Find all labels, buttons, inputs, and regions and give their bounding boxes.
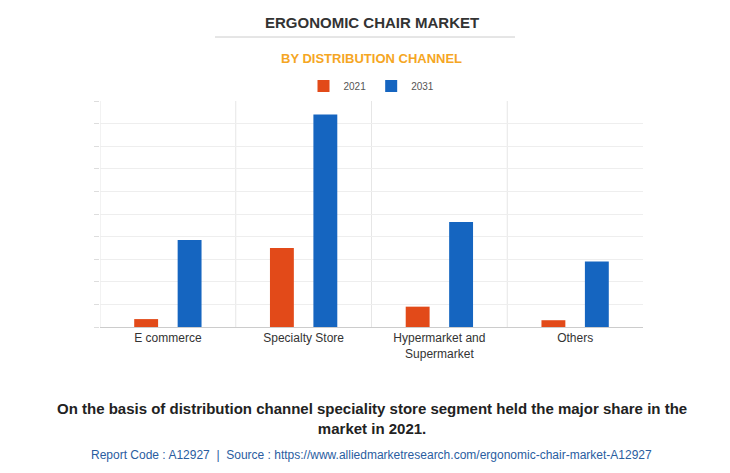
svg-text:Specialty Store: Specialty Store [263, 331, 344, 345]
svg-text:BY DISTRIBUTION CHANNEL: BY DISTRIBUTION CHANNEL [281, 51, 462, 66]
svg-text:Hypermarket andSupermarket: Hypermarket andSupermarket [393, 331, 485, 361]
svg-text:E commerce: E commerce [134, 331, 202, 345]
svg-text:ERGONOMIC CHAIR MARKET: ERGONOMIC CHAIR MARKET [265, 14, 479, 31]
svg-text:Report Code : A12927 | Sourc: Report Code : A12927 | Source : https://… [91, 448, 652, 462]
svg-text:2031: 2031 [411, 81, 434, 92]
svg-text:Others: Others [557, 331, 593, 345]
svg-text:On the basis of distribution c: On the basis of distribution channel spe… [57, 400, 687, 437]
svg-text:2021: 2021 [344, 81, 367, 92]
